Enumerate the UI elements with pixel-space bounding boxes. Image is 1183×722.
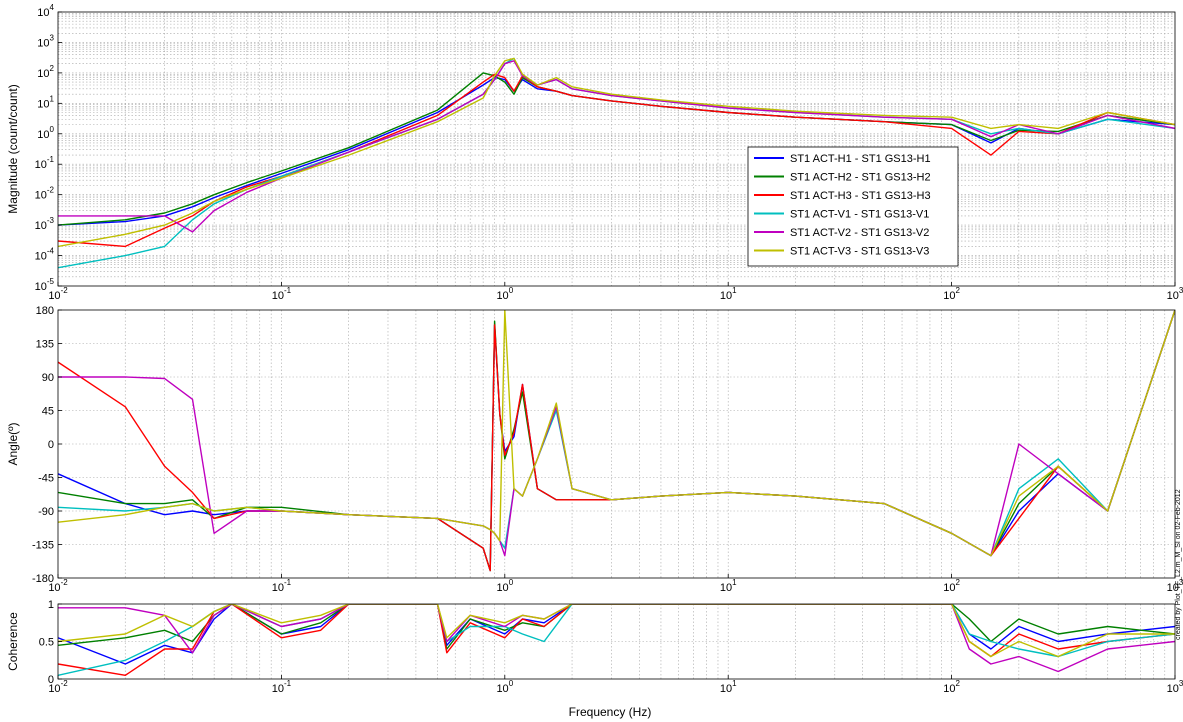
series-line — [58, 73, 1175, 248]
x-tick-label: 100 — [496, 679, 513, 695]
x-tick-labels: 10-2 10-1 100 101 102 103 — [48, 675, 1183, 695]
series-group — [58, 310, 1175, 572]
y-tick-labels: 10-5 10-4 10-3 10-2 10-1 100 101 102 103 104 — [35, 3, 62, 293]
y-tick-label: 0.5 — [39, 637, 54, 649]
legend-entry: ST1 ACT-H2 - ST1 GS13-H2 — [790, 172, 931, 184]
y-tick-label: -180 — [32, 573, 54, 585]
y-axis-label: Magnitude (count/count) — [6, 84, 20, 213]
series-line — [58, 310, 1175, 557]
x-gridlines — [124, 12, 1166, 286]
legend: ST1 ACT-H1 - ST1 GS13-H1 ST1 ACT-H2 - ST1… — [747, 146, 959, 267]
x-tick-label: 100 — [496, 578, 513, 594]
x-tick-labels: 10-2 10-1 100 101 102 103 — [48, 282, 1183, 302]
y-tick-label: 103 — [37, 33, 54, 49]
y-tick-label: 101 — [37, 94, 54, 110]
y-tick-label: -90 — [38, 506, 54, 518]
y-tick-label: 10-1 — [35, 155, 55, 171]
y-tick-label: 0 — [48, 439, 54, 451]
y-tick-label: 10-4 — [35, 247, 55, 263]
legend-entry: ST1 ACT-V1 - ST1 GS13-V1 — [790, 209, 929, 221]
y-tick-label: 10-5 — [35, 277, 55, 293]
y-axis-label: Angle(º) — [6, 422, 20, 465]
series-line — [58, 57, 1175, 248]
series-group — [58, 57, 1175, 269]
x-tick-label: 10-2 — [48, 286, 68, 302]
y-tick-label: 104 — [37, 3, 54, 19]
series-line — [58, 604, 1175, 658]
y-tick-label: 90 — [42, 372, 54, 384]
y-tick-label: 100 — [37, 125, 54, 141]
series-line — [58, 604, 1175, 650]
legend-entry: ST1 ACT-H1 - ST1 GS13-H1 — [790, 153, 931, 165]
x-tick-label: 103 — [1167, 679, 1183, 695]
x-tick-label: 10-2 — [48, 679, 68, 695]
x-tick-label: 10-1 — [272, 286, 292, 302]
y-tick-label: 10-3 — [35, 216, 55, 232]
y-tick-label: 10-2 — [35, 186, 55, 202]
x-tick-label: 102 — [943, 679, 960, 695]
y-tick-label: 135 — [36, 339, 54, 351]
x-axis-label: Frequency (Hz) — [569, 705, 652, 719]
x-tick-label: 101 — [720, 679, 737, 695]
y-tick-label: 45 — [42, 406, 54, 418]
series-line — [58, 72, 1175, 226]
x-tick-label: 101 — [720, 286, 737, 302]
y-tick-label: -45 — [38, 473, 54, 485]
x-tick-label: 102 — [943, 286, 960, 302]
x-tick-label: 101 — [720, 578, 737, 594]
axes-frame — [57, 11, 1176, 287]
y-tick-label: -135 — [32, 540, 54, 552]
y-tick-labels: -180 -135 -90 -45 0 45 90 135 180 — [32, 305, 62, 585]
y-axis-label: Coherence — [6, 612, 20, 671]
x-tick-label: 10-1 — [272, 679, 292, 695]
x-tick-label: 10-2 — [48, 578, 68, 594]
plot-area — [58, 12, 1175, 286]
credit-text: created by Plot_TF_L2.m_M_SI on 02-Feb-2… — [1175, 489, 1182, 640]
series-line — [58, 604, 1175, 673]
x-tick-label: 103 — [1167, 286, 1183, 302]
y-tick-labels: 00.51 — [39, 599, 62, 686]
x-tick-label: 10-1 — [272, 578, 292, 594]
x-tick-labels: 10-2 10-1 100 101 102 103 — [48, 574, 1183, 594]
y-tick-label: 1 — [48, 599, 54, 611]
y-gridlines — [58, 13, 1175, 278]
legend-entry: ST1 ACT-V3 - ST1 GS13-V3 — [790, 246, 929, 258]
series-line — [58, 76, 1175, 226]
legend-entry: ST1 ACT-V2 - ST1 GS13-V2 — [790, 227, 929, 239]
x-tick-label: 102 — [943, 578, 960, 594]
legend-entry: ST1 ACT-H3 - ST1 GS13-H3 — [790, 190, 931, 202]
legend-box — [747, 146, 959, 267]
x-tick-label: 103 — [1167, 578, 1183, 594]
y-tick-label: 0 — [48, 674, 54, 686]
x-tick-label: 100 — [496, 286, 513, 302]
y-tick-label: 102 — [37, 64, 54, 80]
y-tick-label: 180 — [36, 305, 54, 317]
series-group — [58, 604, 1175, 676]
series-line — [58, 604, 1175, 676]
